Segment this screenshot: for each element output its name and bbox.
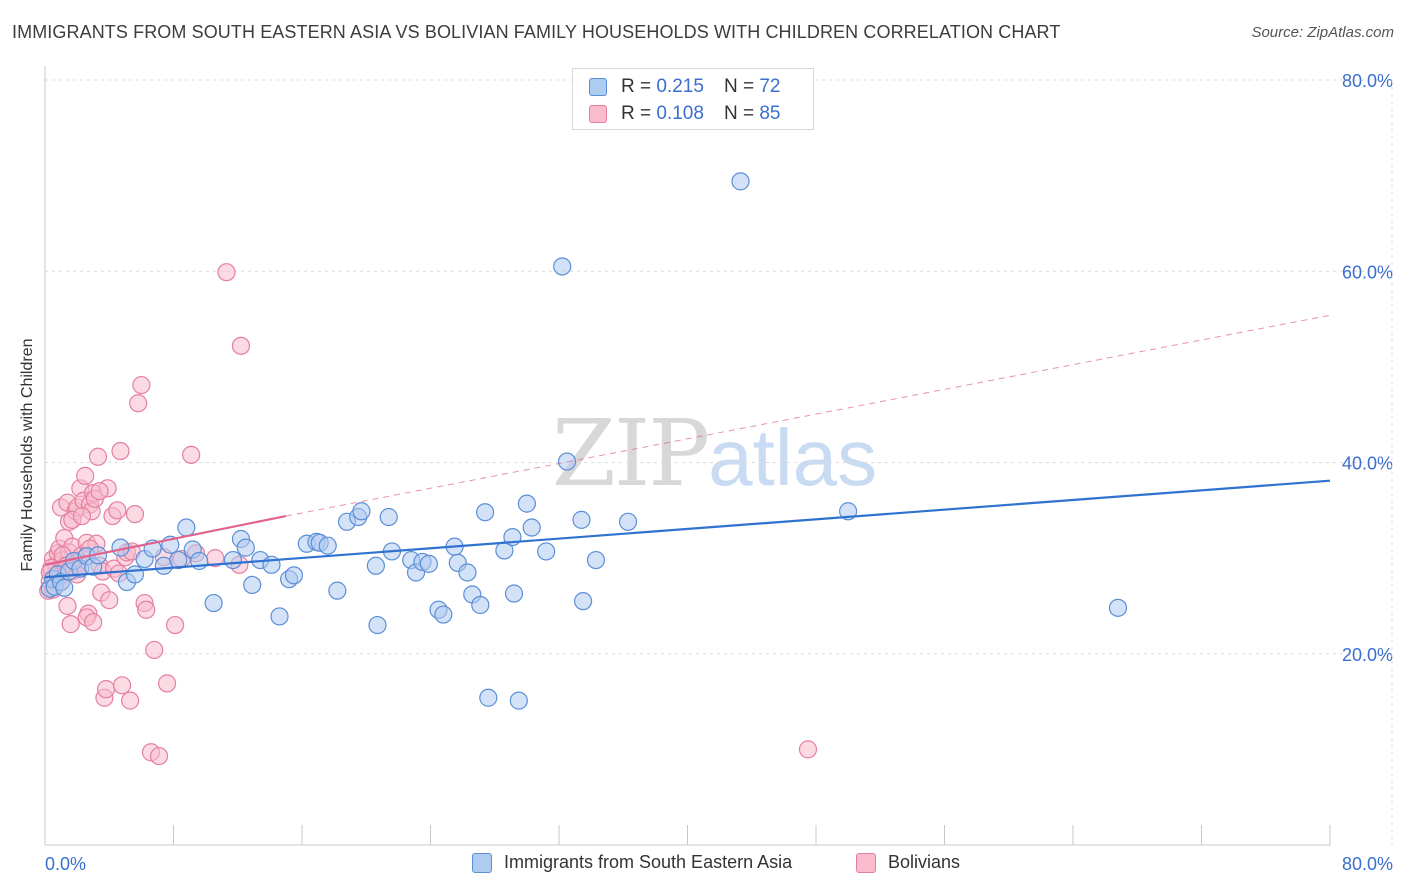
legend-swatch-pink [589,105,607,123]
blue-point [618,512,638,531]
series-legend: Immigrants from South Eastern Asia Boliv… [0,852,1406,876]
legend-n-label: N = [723,103,755,124]
blue-point [573,592,593,611]
blue-point [458,563,477,582]
y-tick-label: 20.0% [1342,645,1393,665]
blue-point [223,550,243,570]
pink-point [137,600,156,619]
pink-point [121,691,140,710]
y-tick-label: 80.0% [1342,71,1393,91]
blue-point [504,584,524,603]
blue-trend-line [44,479,1331,579]
legend-row-blue: R = 0.215 N = 72 [589,76,780,98]
blue-point [368,615,387,635]
legend-r-label: R = [621,103,652,124]
y-tick-label: 40.0% [1342,454,1393,474]
pink-point [166,615,185,635]
pink-trend-line-extension [285,314,1331,517]
blue-point [55,578,74,597]
pink-point [100,591,119,610]
pink-point [72,506,92,526]
blue-point [731,172,750,191]
pink-point [58,596,77,616]
blue-point [479,688,498,707]
blue-point [517,494,536,513]
pink-point [132,375,151,395]
x-tick-label: 0.0% [45,854,86,874]
series-legend-swatch-pink [856,852,876,873]
y-tick-label: 60.0% [1342,262,1393,282]
pink-point [125,505,145,524]
blue-point [553,257,572,276]
blue-point [476,503,495,522]
chart-title: IMMIGRANTS FROM SOUTH EASTERN ASIA VS BO… [12,22,1061,42]
pink-point [129,394,148,413]
blue-point [125,565,145,584]
pink-point [149,746,169,766]
blue-point [434,605,453,624]
series-legend-item-blue: Immigrants from South Eastern Asia [472,852,792,873]
watermark-zip: ZIP [552,400,710,507]
blue-point [1108,598,1128,617]
legend-r-value-blue: 0.215 [656,76,704,97]
blue-point [284,566,304,585]
legend-n-label: N = [723,76,755,97]
blue-point [352,502,371,521]
pink-point [798,740,818,759]
blue-point [572,510,591,529]
legend-row-pink: R = 0.108 N = 85 [589,103,780,125]
pink-point [112,676,132,695]
correlation-legend: R = 0.215 N = 72 R = 0.108 N = 85 [572,68,814,130]
pink-point [88,447,108,466]
legend-n-value-blue: 72 [759,76,781,97]
pink-point [182,445,201,464]
blue-point [419,554,438,573]
pink-point [145,640,164,660]
pink-point [84,613,103,632]
pink-point [111,441,130,461]
blue-point [586,550,606,570]
legend-n-value-pink: 85 [759,103,781,124]
blue-point [177,518,196,537]
legend-r-value-pink: 0.108 [656,103,704,124]
blue-point [169,550,188,570]
blue-point [522,518,541,537]
pink-point [96,680,116,699]
pink-point [157,674,177,693]
blue-point [204,593,223,613]
legend-swatch-blue [589,78,607,96]
pink-point [231,336,251,355]
blue-point [328,581,347,600]
watermark-atlas: atlas [708,413,878,502]
pink-trend-line [44,514,287,566]
blue-point [243,575,262,595]
pink-point [61,615,80,634]
x-tick-label: 80.0% [1342,854,1393,874]
blue-point [236,538,255,557]
chart-source: Source: ZipAtlas.com [1251,24,1394,41]
blue-point [379,507,398,527]
pink-point [108,501,127,520]
series-legend-swatch-blue [472,852,492,873]
legend-r-label: R = [621,76,652,97]
blue-point [270,607,289,626]
blue-point [366,556,385,575]
series-legend-item-pink: Bolivians [856,852,960,873]
pink-point [76,466,95,485]
watermark: ZIPatlas [552,400,877,507]
series-legend-label-pink: Bolivians [888,852,961,872]
blue-point [537,542,556,561]
blue-point [318,536,337,555]
blue-point [471,595,490,615]
pink-point [90,482,109,501]
pink-point [217,263,236,282]
blue-point [509,691,528,710]
series-legend-label-blue: Immigrants from South Eastern Asia [504,852,793,872]
